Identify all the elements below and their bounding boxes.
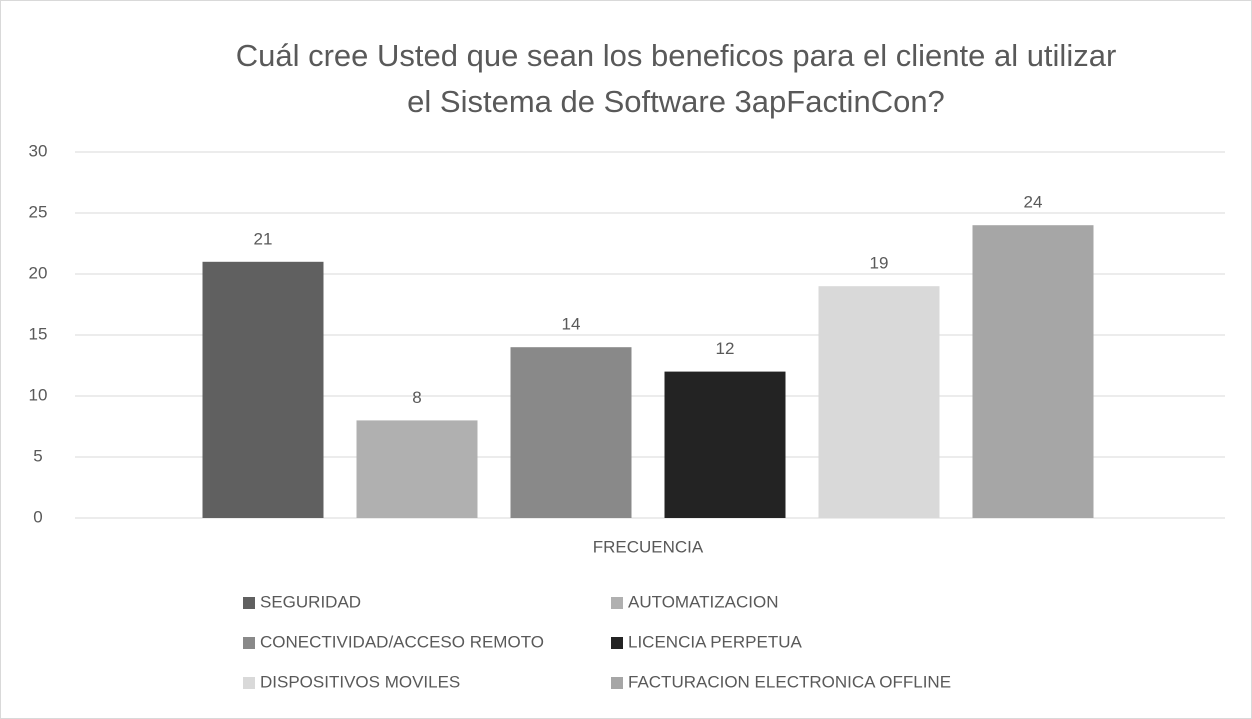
legend-swatch — [611, 637, 623, 649]
y-tick-label: 30 — [29, 141, 48, 160]
legend-label: SEGURIDAD — [260, 592, 361, 611]
x-tick-label: FRECUENCIA — [593, 537, 704, 556]
legend-swatch — [243, 597, 255, 609]
bar — [510, 347, 632, 518]
data-label: 19 — [870, 254, 889, 273]
bar — [356, 420, 478, 518]
y-tick-label: 0 — [33, 507, 42, 526]
legend-label: AUTOMATIZACION — [628, 592, 779, 611]
data-label: 8 — [412, 388, 421, 407]
y-tick-label: 25 — [29, 202, 48, 221]
legend-swatch — [243, 677, 255, 689]
y-tick-label: 20 — [29, 263, 48, 282]
legend-label: LICENCIA PERPETUA — [628, 632, 802, 651]
bar — [202, 261, 324, 518]
bar — [972, 225, 1094, 518]
bar — [818, 286, 940, 518]
legend-swatch — [243, 637, 255, 649]
legend-label: CONECTIVIDAD/ACCESO REMOTO — [260, 632, 544, 651]
legend-swatch — [611, 677, 623, 689]
data-label: 21 — [254, 229, 273, 248]
chart-title: el Sistema de Software 3apFactinCon? — [407, 84, 945, 119]
data-label: 12 — [716, 339, 735, 358]
legend-swatch — [611, 597, 623, 609]
data-label: 14 — [562, 315, 581, 334]
y-tick-label: 15 — [29, 324, 48, 343]
y-tick-label: 5 — [33, 446, 42, 465]
legend-label: DISPOSITIVOS MOVILES — [260, 672, 460, 691]
bar — [664, 371, 786, 518]
legend-label: FACTURACION ELECTRONICA OFFLINE — [628, 672, 951, 691]
data-label: 24 — [1024, 193, 1043, 212]
chart-title: Cuál cree Usted que sean los beneficos p… — [236, 38, 1117, 73]
y-tick-label: 10 — [29, 385, 48, 404]
